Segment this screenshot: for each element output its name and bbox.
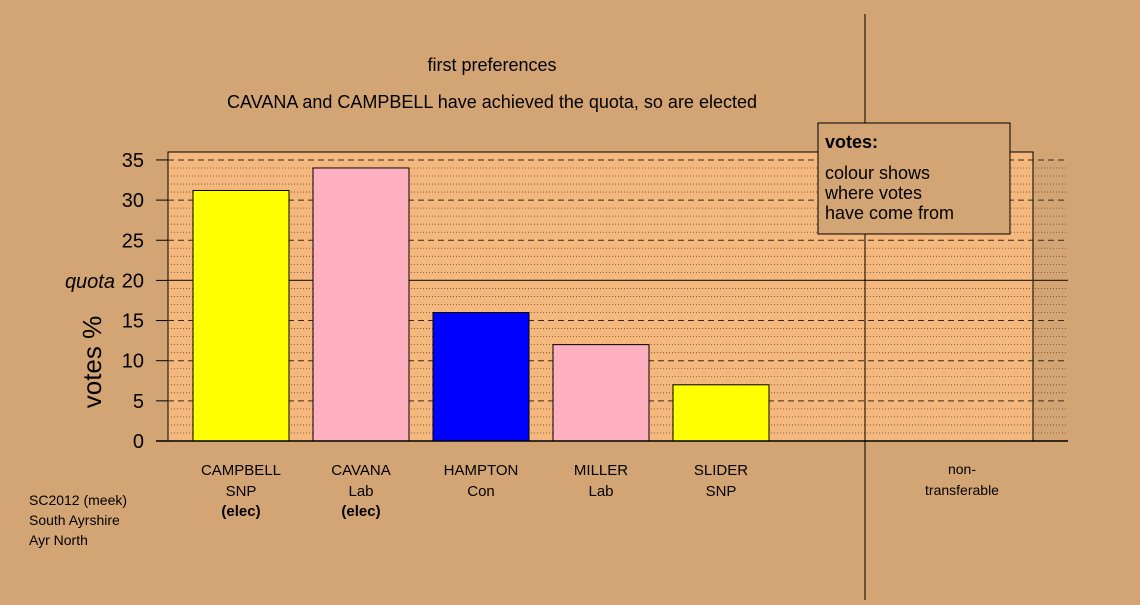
bar-label-note: (elec) (221, 503, 260, 520)
footer: SC2012 (meek) South Ayrshire Ayr North (29, 492, 127, 548)
chart-subtitle: CAVANA and CAMPBELL have achieved the qu… (227, 92, 757, 112)
quota-label: quota (65, 271, 115, 293)
bar-label-name: MILLER (574, 462, 628, 479)
bar-label-note: (elec) (341, 503, 380, 520)
y-tick-label: 0 (133, 431, 144, 453)
legend-line-1: colour shows (825, 163, 930, 183)
legend-box (817, 122, 1011, 235)
y-tick-label: 30 (122, 190, 144, 212)
bar-slider (672, 384, 770, 442)
bar-label-party: SNP (706, 483, 737, 500)
y-tick-label: 20 (122, 270, 144, 292)
legend-line-2: where votes (824, 183, 922, 203)
bar-label-party: Lab (588, 483, 613, 500)
nontransferable-label-line-2: transferable (925, 482, 999, 498)
y-tick-label: 10 (122, 351, 144, 373)
footer-line-3: Ayr North (29, 532, 88, 548)
chart-title: first preferences (427, 55, 556, 75)
bar-label-name: CAMPBELL (201, 462, 281, 479)
bar-miller (552, 344, 650, 442)
bar-label-party: Lab (348, 483, 373, 500)
bar-hampton (432, 312, 530, 442)
axis-layer: 0 5 10 15 20 25 30 35 (122, 150, 1068, 453)
y-axis-label: votes % (77, 316, 107, 409)
y-tick-label: 25 (122, 230, 144, 252)
footer-line-2: South Ayrshire (29, 512, 120, 528)
bar-label-name: HAMPTON (444, 462, 519, 479)
footer-line-1: SC2012 (meek) (29, 492, 127, 508)
bar-cavana (312, 167, 410, 442)
legend: votes: colour shows where votes have com… (817, 122, 1011, 235)
bar-label-name: CAVANA (331, 462, 390, 479)
nontransferable-label: non- transferable (925, 461, 999, 498)
y-tick-label: 15 (122, 311, 144, 333)
y-tick-label: 35 (122, 150, 144, 172)
y-tick-label: 5 (133, 391, 144, 413)
bar-label-party: Con (467, 483, 495, 500)
legend-title: votes: (825, 132, 878, 152)
bar-campbell (192, 189, 290, 442)
bar-label-party: SNP (226, 483, 257, 500)
legend-line-3: have come from (825, 203, 954, 223)
bar-label-name: SLIDER (694, 462, 748, 479)
bars-layer: CAMPBELL SNP (elec) CAVANA Lab (elec) HAMPTON C… (192, 167, 1010, 520)
nontransferable-label-line-1: non- (948, 461, 976, 477)
